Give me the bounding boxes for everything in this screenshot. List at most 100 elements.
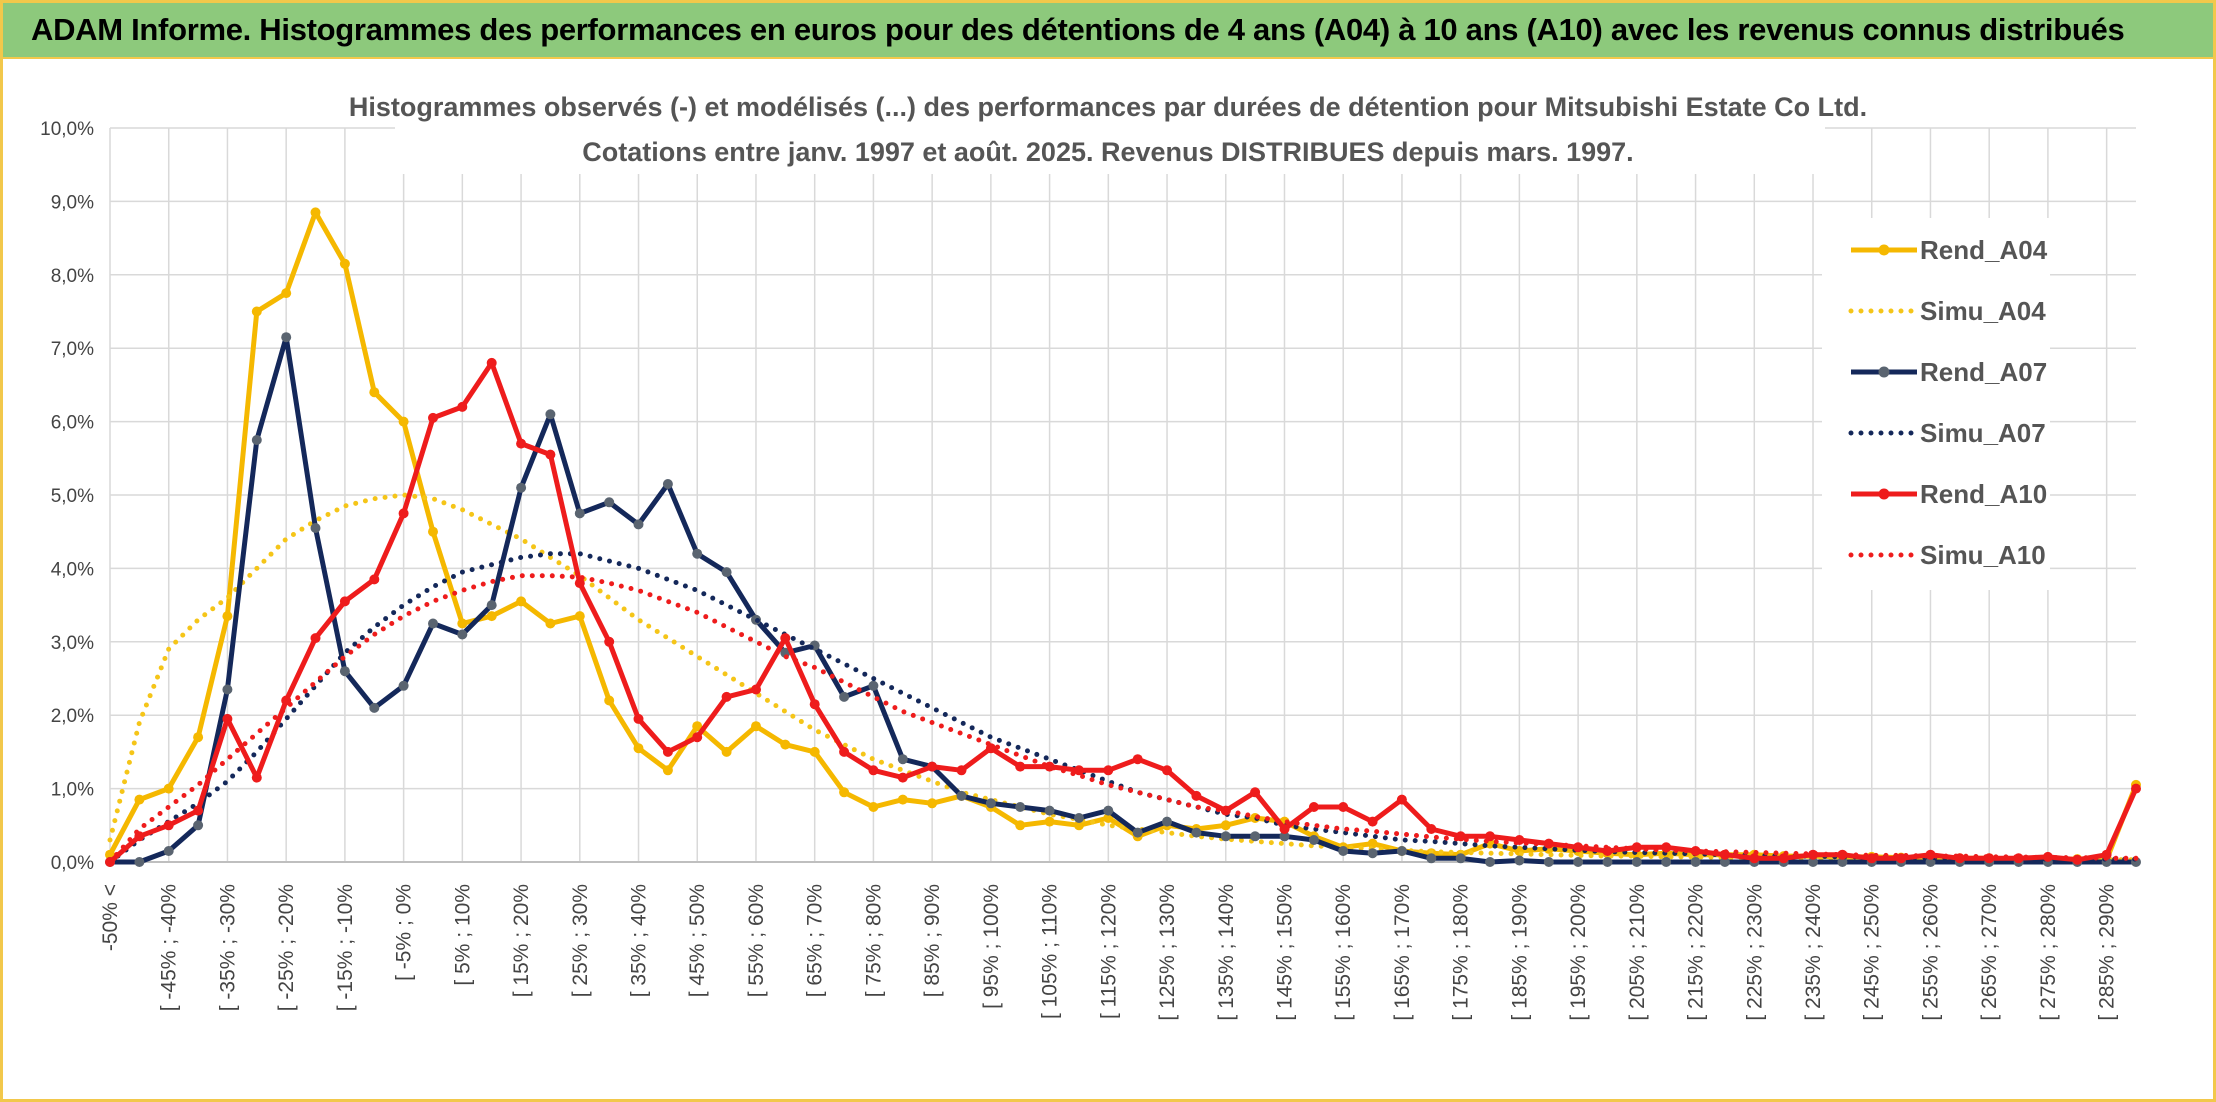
- data-point-rend-a07: [339, 666, 350, 677]
- data-point-rend-a07: [1837, 857, 1848, 867]
- data-point-rend-a04: [251, 306, 262, 317]
- data-point-rend-a07: [1602, 857, 1613, 867]
- data-point-rend-a07: [1543, 857, 1554, 867]
- data-point-rend-a07: [1396, 846, 1407, 856]
- data-point-rend-a04: [604, 695, 615, 706]
- data-point-rend-a07: [1250, 831, 1261, 842]
- x-axis-ticks: -50% < [ -45% ; -40% [ -35% ; -30% [ -25% ;…: [99, 884, 2119, 1021]
- data-point-rend-a07: [369, 702, 380, 713]
- data-point-rend-a10: [1308, 802, 1319, 812]
- data-point-rend-a07: [1220, 831, 1231, 842]
- data-point-rend-a10: [369, 574, 380, 585]
- data-point-rend-a07: [1015, 802, 1026, 812]
- data-point-rend-a10: [1837, 849, 1848, 860]
- x-tick-label: [ 205% ; 210%: [1626, 884, 1649, 1021]
- y-tick-label: 1,0%: [51, 780, 94, 801]
- x-tick-label: [ 45% ; 50%: [686, 884, 709, 997]
- data-point-rend-a04: [457, 618, 468, 629]
- x-tick-label: [ 125% ; 130%: [1156, 884, 1179, 1021]
- data-point-rend-a07: [956, 790, 967, 801]
- data-point-rend-a10: [574, 578, 585, 589]
- data-point-rend-a04: [1367, 838, 1378, 849]
- legend-item-rend-a04[interactable]: Rend_A04: [1851, 235, 2048, 265]
- data-point-rend-a07: [251, 435, 262, 445]
- data-point-rend-a04: [163, 783, 174, 794]
- page-title: ADAM Informe. Histogrammes des performan…: [3, 3, 2213, 57]
- data-point-rend-a07: [1631, 857, 1642, 867]
- data-point-rend-a07: [516, 482, 527, 493]
- data-point-rend-a07: [222, 684, 233, 695]
- series-simu-a04: [107, 492, 2139, 863]
- data-point-rend-a10: [604, 636, 615, 647]
- data-point-rend-a10: [486, 357, 497, 368]
- chart-title-background: [395, 82, 1825, 174]
- x-tick-label: [ 75% ; 80%: [862, 884, 885, 997]
- data-point-rend-a07: [398, 680, 409, 691]
- series-line-simu-a10: [107, 573, 2139, 865]
- data-point-rend-a10: [1191, 790, 1202, 801]
- data-point-rend-a10: [1015, 761, 1026, 772]
- x-tick-label: [ 85% ; 90%: [921, 884, 944, 997]
- data-point-rend-a04: [486, 611, 497, 622]
- data-point-rend-a10: [1778, 853, 1789, 864]
- data-point-rend-a07: [1514, 855, 1525, 866]
- data-point-rend-a10: [1074, 765, 1084, 776]
- data-point-rend-a04: [398, 416, 409, 427]
- data-point-rend-a07: [897, 754, 908, 765]
- data-point-rend-a07: [1044, 805, 1055, 816]
- x-tick-label: [ -45% ; -40%: [158, 884, 181, 1011]
- data-point-rend-a10: [457, 401, 468, 412]
- data-point-rend-a07: [281, 332, 292, 343]
- data-point-rend-a10: [2131, 783, 2141, 794]
- data-point-rend-a10: [310, 633, 321, 644]
- data-point-rend-a04: [1074, 820, 1084, 831]
- data-point-rend-a04: [1015, 820, 1026, 831]
- data-point-rend-a10: [222, 713, 233, 724]
- x-tick-label: [ 115% ; 120%: [1097, 884, 1120, 1019]
- x-tick-label: [ 145% ; 150%: [1273, 884, 1296, 1021]
- legend-item-simu-a04[interactable]: Simu_A04: [1848, 296, 2046, 326]
- data-point-rend-a10: [1250, 787, 1261, 798]
- data-point-rend-a10: [1103, 765, 1114, 776]
- data-point-rend-a07: [1074, 813, 1084, 823]
- data-point-rend-a04: [222, 611, 233, 622]
- data-point-rend-a07: [1279, 831, 1290, 842]
- data-point-rend-a10: [721, 691, 732, 702]
- x-tick-label: -50% <: [99, 884, 122, 951]
- data-point-rend-a04: [134, 794, 145, 805]
- y-tick-label: 4,0%: [51, 559, 94, 580]
- banner-divider: [3, 57, 2213, 59]
- legend-item-simu-a10[interactable]: Simu_A10: [1848, 540, 2046, 570]
- legend-item-rend-a07[interactable]: Rend_A07: [1851, 357, 2047, 387]
- data-point-rend-a10: [1279, 824, 1290, 834]
- y-tick-label: 7,0%: [51, 339, 94, 360]
- data-point-rend-a10: [428, 412, 438, 423]
- legend-marker: [1878, 244, 1890, 256]
- chart-titles: Histogrammes observés (-) et modélisés (…: [349, 82, 1867, 174]
- data-point-rend-a04: [868, 802, 879, 812]
- data-point-rend-a07: [545, 409, 556, 420]
- data-point-rend-a07: [193, 820, 204, 831]
- x-tick-label: [ 25% ; 30%: [569, 884, 592, 997]
- data-point-rend-a07: [692, 548, 703, 559]
- data-point-rend-a04: [751, 721, 761, 732]
- y-tick-label: 9,0%: [51, 192, 94, 213]
- data-point-rend-a07: [1367, 848, 1378, 859]
- data-point-rend-a07: [1191, 827, 1202, 838]
- data-point-rend-a07: [1719, 857, 1730, 867]
- data-point-rend-a07: [868, 680, 879, 691]
- data-point-rend-a07: [1338, 846, 1349, 856]
- y-tick-label: 6,0%: [51, 413, 94, 434]
- data-point-rend-a10: [633, 713, 644, 724]
- x-tick-label: [ 55% ; 60%: [745, 884, 768, 997]
- x-tick-label: [ 215% ; 220%: [1685, 884, 1708, 1021]
- data-point-rend-a04: [927, 798, 938, 809]
- legend-item-rend-a10[interactable]: Rend_A10: [1851, 479, 2047, 509]
- x-tick-label: [ 245% ; 250%: [1861, 884, 1884, 1021]
- data-point-rend-a07: [428, 618, 438, 629]
- series-rend-a10: [105, 357, 2141, 867]
- x-tick-label: [ 265% ; 270%: [1978, 884, 2001, 1021]
- data-point-rend-a10: [1338, 802, 1349, 812]
- legend-item-simu-a07[interactable]: Simu_A07: [1848, 418, 2046, 448]
